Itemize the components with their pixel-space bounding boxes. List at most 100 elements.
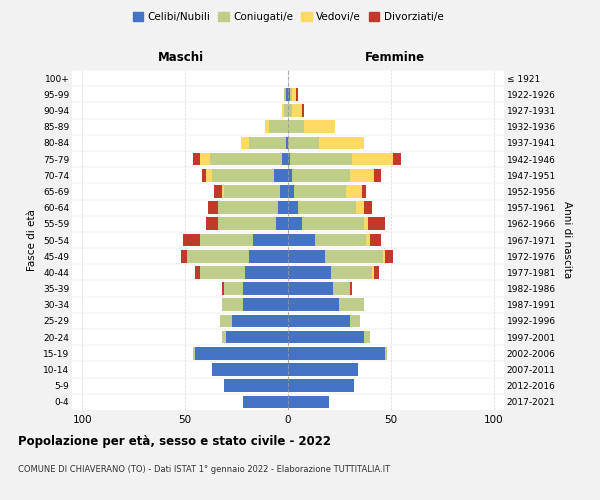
Bar xyxy=(222,298,243,311)
Bar xyxy=(304,120,335,133)
Bar xyxy=(278,202,288,214)
Bar xyxy=(288,120,304,133)
Bar xyxy=(352,152,393,166)
Bar xyxy=(288,202,298,214)
Bar xyxy=(325,250,383,262)
Bar xyxy=(249,250,288,262)
Bar xyxy=(340,298,364,311)
Bar xyxy=(222,185,224,198)
Bar xyxy=(331,266,373,278)
Bar xyxy=(222,331,226,344)
Bar xyxy=(220,314,232,328)
Bar xyxy=(319,136,364,149)
Bar xyxy=(288,347,385,360)
Bar xyxy=(288,104,292,117)
Bar xyxy=(210,152,282,166)
Bar xyxy=(385,250,393,262)
Bar xyxy=(373,266,374,278)
Bar xyxy=(286,136,288,149)
Bar xyxy=(208,202,218,214)
Bar xyxy=(294,185,346,198)
Bar xyxy=(224,380,288,392)
Bar xyxy=(280,185,288,198)
Bar xyxy=(288,331,364,344)
Bar xyxy=(183,234,200,246)
Bar xyxy=(288,136,319,149)
Bar xyxy=(288,298,340,311)
Bar xyxy=(362,185,366,198)
Bar xyxy=(243,298,288,311)
Bar xyxy=(288,250,325,262)
Bar xyxy=(196,347,288,360)
Bar xyxy=(181,250,187,262)
Bar xyxy=(218,202,278,214)
Bar xyxy=(302,104,304,117)
Bar xyxy=(288,396,329,408)
Bar xyxy=(193,347,196,360)
Bar xyxy=(288,152,290,166)
Bar xyxy=(333,282,350,295)
Bar xyxy=(193,152,200,166)
Bar xyxy=(366,234,370,246)
Bar xyxy=(296,88,298,101)
Bar xyxy=(292,169,350,181)
Bar xyxy=(284,88,286,101)
Bar xyxy=(212,363,288,376)
Bar xyxy=(245,266,288,278)
Bar xyxy=(265,120,269,133)
Bar xyxy=(224,282,243,295)
Bar xyxy=(288,234,315,246)
Text: Maschi: Maschi xyxy=(158,52,204,64)
Bar xyxy=(206,169,212,181)
Bar xyxy=(288,282,333,295)
Bar xyxy=(302,218,364,230)
Bar xyxy=(288,169,292,181)
Bar xyxy=(374,169,380,181)
Bar xyxy=(374,266,379,278)
Bar xyxy=(241,136,249,149)
Bar xyxy=(196,266,200,278)
Bar xyxy=(206,218,218,230)
Bar xyxy=(286,88,288,101)
Bar xyxy=(364,202,373,214)
Bar xyxy=(243,282,288,295)
Bar xyxy=(288,314,350,328)
Bar xyxy=(232,314,288,328)
Bar xyxy=(288,185,294,198)
Bar xyxy=(214,185,222,198)
Bar xyxy=(269,120,288,133)
Bar xyxy=(370,234,380,246)
Bar xyxy=(364,218,368,230)
Bar xyxy=(243,396,288,408)
Bar xyxy=(218,218,275,230)
Text: Femmine: Femmine xyxy=(365,52,425,64)
Bar xyxy=(224,185,280,198)
Legend: Celibi/Nubili, Coniugati/e, Vedovi/e, Divorziati/e: Celibi/Nubili, Coniugati/e, Vedovi/e, Di… xyxy=(131,10,445,24)
Bar xyxy=(249,136,286,149)
Bar xyxy=(346,185,362,198)
Bar xyxy=(350,169,374,181)
Bar xyxy=(200,234,253,246)
Bar xyxy=(290,152,352,166)
Bar xyxy=(364,331,370,344)
Bar xyxy=(298,202,356,214)
Bar xyxy=(350,282,352,295)
Bar xyxy=(275,218,288,230)
Bar xyxy=(187,250,249,262)
Bar xyxy=(292,88,296,101)
Bar xyxy=(284,104,288,117)
Bar xyxy=(212,169,274,181)
Y-axis label: Fasce di età: Fasce di età xyxy=(28,209,37,271)
Bar xyxy=(288,363,358,376)
Text: COMUNE DI CHIAVERANO (TO) - Dati ISTAT 1° gennaio 2022 - Elaborazione TUTTITALIA: COMUNE DI CHIAVERANO (TO) - Dati ISTAT 1… xyxy=(18,465,390,474)
Bar xyxy=(290,88,292,101)
Text: Popolazione per età, sesso e stato civile - 2022: Popolazione per età, sesso e stato civil… xyxy=(18,435,331,448)
Bar xyxy=(315,234,366,246)
Bar xyxy=(274,169,288,181)
Bar xyxy=(282,152,288,166)
Bar xyxy=(282,104,284,117)
Bar xyxy=(292,104,302,117)
Bar xyxy=(385,347,387,360)
Bar xyxy=(368,218,385,230)
Bar xyxy=(200,152,210,166)
